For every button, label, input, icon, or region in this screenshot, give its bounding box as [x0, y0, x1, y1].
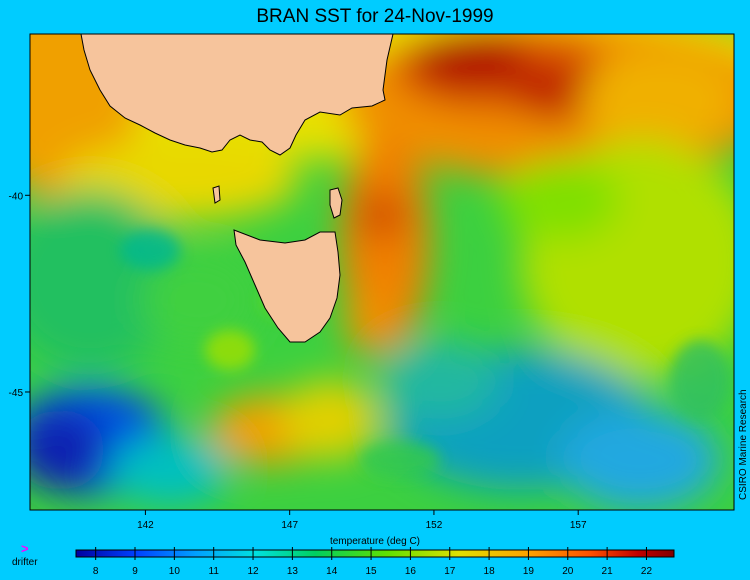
- lon-tick-label: 142: [137, 520, 154, 531]
- colorbar-tick-label: 11: [209, 566, 220, 577]
- colorbar: [75, 549, 675, 558]
- colorbar-ticks: 8 9 10 11 12 13 14 15 16 17 18 19 20 21 22: [93, 547, 653, 577]
- tasmania: [233, 229, 341, 343]
- colorbar-tick-label: 19: [523, 566, 535, 577]
- colorbar-tick-label: 9: [132, 566, 138, 577]
- lat-tick-label: -40: [9, 191, 24, 202]
- colorbar-tick-label: 17: [444, 566, 456, 577]
- colorbar-tick-label: 10: [169, 566, 181, 577]
- colorbar-tick-label: 21: [602, 566, 614, 577]
- longitude-axis: 142 147 152 157: [137, 510, 587, 531]
- mainland-australia: [80, 33, 394, 156]
- colorbar-tick-label: 20: [562, 566, 574, 577]
- map-frame: [29, 33, 735, 511]
- colorbar-tick-label: 8: [93, 566, 99, 577]
- drifter-marker-icon: >: [21, 541, 29, 556]
- king-island: [212, 185, 221, 204]
- drifter-legend-label: drifter: [12, 557, 38, 568]
- lon-tick-label: 152: [426, 520, 443, 531]
- colorbar-tick-label: 16: [405, 566, 417, 577]
- colorbar-tick-label: 12: [247, 566, 259, 577]
- colorbar-tick-label: 15: [366, 566, 378, 577]
- colorbar-tick-label: 22: [641, 566, 653, 577]
- colorbar-tick-label: 14: [326, 566, 338, 577]
- credit-text: CSIRO Marine Research: [738, 389, 749, 500]
- lon-tick-label: 147: [281, 520, 298, 531]
- latitude-axis: -40 -45: [9, 191, 30, 399]
- lon-tick-label: 157: [570, 520, 587, 531]
- colorbar-tick-label: 18: [484, 566, 496, 577]
- map-title: BRAN SST for 24-Nov-1999: [256, 6, 494, 27]
- lat-tick-label: -45: [9, 388, 24, 399]
- colorbar-label: temperature (deg C): [329, 536, 421, 547]
- colorbar-tick-label: 13: [287, 566, 299, 577]
- flinders-island: [329, 187, 343, 219]
